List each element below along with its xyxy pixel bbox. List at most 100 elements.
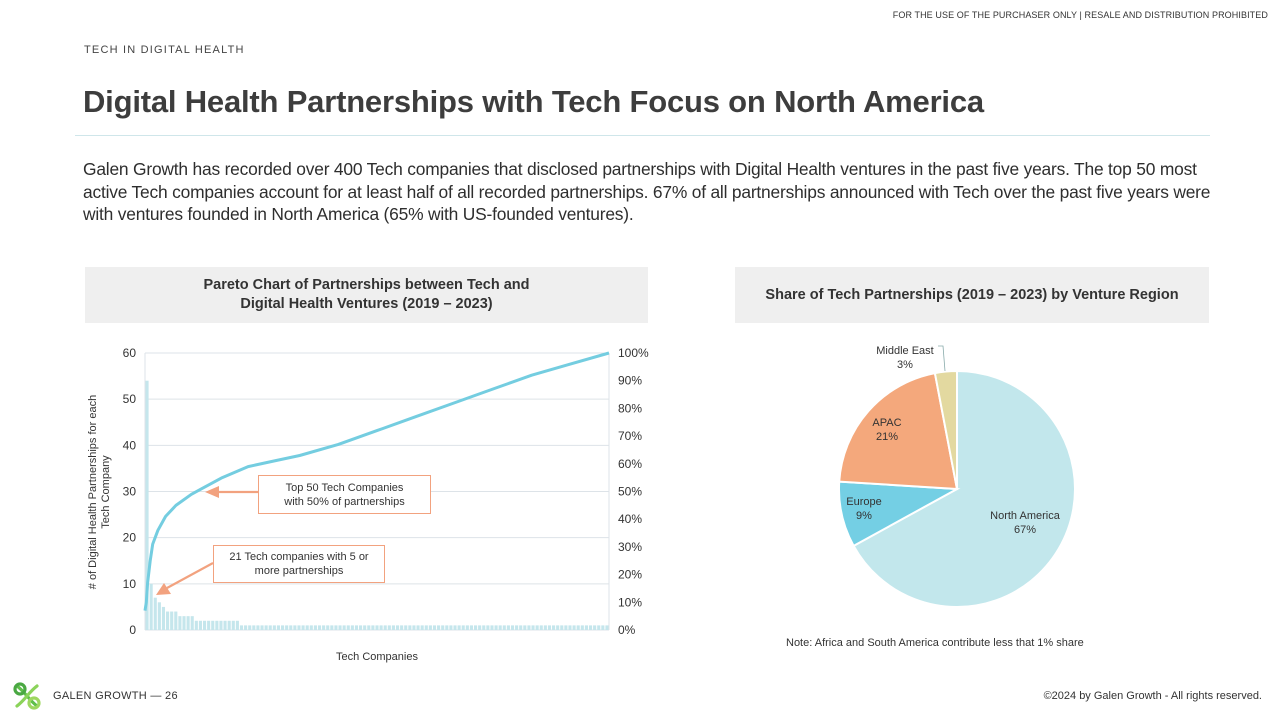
section-label: TECH IN DIGITAL HEALTH [84, 44, 245, 56]
pareto-bar [404, 625, 408, 630]
pareto-cumulative-line [143, 351, 610, 611]
pareto-bar [420, 625, 424, 630]
pareto-bar [527, 625, 531, 630]
pareto-bar [535, 625, 539, 630]
footer-copyright: ©2024 by Galen Growth - All rights reser… [1043, 690, 1262, 702]
pareto-bar [428, 625, 432, 630]
callout-21-companies: 21 Tech companies with 5 or more partner… [213, 545, 385, 583]
pareto-y-tick-label: 10 [123, 577, 137, 591]
pareto-bar [248, 625, 252, 630]
pareto-bar [478, 625, 482, 630]
pareto-chart-title: Pareto Chart of Partnerships between Tec… [85, 267, 648, 323]
pie-label-value: 21% [876, 431, 898, 443]
pareto-bar [326, 625, 330, 630]
pareto-bar [161, 606, 166, 630]
pareto-y2-tick-label: 60% [618, 457, 642, 471]
pareto-y-tick-label: 50 [123, 392, 137, 406]
pie-chart-title: Share of Tech Partnerships (2019 – 2023)… [735, 267, 1209, 323]
pareto-bar [490, 625, 494, 630]
pareto-bar [145, 380, 149, 630]
pareto-bar [268, 625, 272, 630]
pareto-title-line-1: Pareto Chart of Partnerships between Tec… [203, 277, 530, 293]
pareto-bar [510, 625, 515, 630]
pareto-bar [293, 625, 297, 630]
pareto-bar [469, 625, 473, 630]
galen-growth-logo-icon [13, 682, 41, 710]
title-divider [75, 135, 1210, 136]
pareto-bar [461, 625, 465, 630]
callout-top-arrow-head [205, 486, 219, 498]
pareto-bar [605, 625, 609, 630]
pareto-y2-tick-label: 10% [618, 595, 642, 609]
pareto-y2-tick-label: 40% [618, 512, 642, 526]
pie-leader-line [938, 345, 946, 372]
callout-top-line-1: Top 50 Tech Companies [285, 481, 404, 494]
callout-top-50: Top 50 Tech Companies with 50% of partne… [258, 475, 431, 514]
pareto-bar [531, 625, 535, 630]
pareto-bar [202, 620, 207, 630]
pareto-bar [281, 625, 285, 630]
pareto-bar [198, 620, 202, 630]
pareto-bar [289, 625, 293, 630]
callout-top-line-2: with 50% of partnerships [284, 495, 405, 508]
pareto-bar [313, 625, 317, 630]
pareto-bar [350, 625, 354, 630]
pareto-bar [506, 625, 510, 630]
pie-label-value: 9% [856, 510, 872, 522]
pareto-bar [486, 625, 490, 630]
pareto-bar [445, 625, 449, 630]
pie-label-name: Middle East [876, 345, 933, 357]
pareto-bar [408, 625, 412, 630]
pareto-bar [556, 625, 560, 630]
callout-bottom-arrow-head [156, 583, 171, 595]
pareto-bar [552, 625, 556, 630]
pareto-x-axis-label: Tech Companies [336, 651, 418, 663]
pie-slice-apac [838, 371, 959, 491]
pareto-bar [453, 625, 457, 630]
pareto-bar [432, 625, 437, 630]
pareto-bar [449, 625, 453, 630]
pareto-bar [194, 620, 198, 630]
pareto-bar [588, 625, 593, 630]
pareto-bar [465, 625, 469, 630]
pareto-bar [412, 625, 416, 630]
pie-slice-north-america [852, 369, 1076, 608]
pareto-bar [375, 625, 379, 630]
pie-slice-middle-east [933, 369, 958, 490]
pareto-bar [593, 625, 597, 630]
pareto-bar [182, 616, 186, 630]
usage-notice: FOR THE USE OF THE PURCHASER ONLY | RESA… [892, 10, 1268, 20]
pareto-bar [305, 625, 309, 630]
pareto-y2-tick-label: 70% [618, 429, 642, 443]
pareto-bar [301, 625, 305, 630]
pareto-bar [346, 625, 350, 630]
pareto-bar [482, 625, 486, 630]
pareto-bar [523, 625, 527, 630]
footer-brand: GALEN GROWTH — 26 [53, 690, 178, 702]
pareto-bar [239, 625, 244, 630]
pareto-bar [285, 625, 289, 630]
pareto-title-line-2: Digital Health Ventures (2019 – 2023) [240, 296, 493, 312]
pareto-bar [244, 625, 248, 630]
pareto-bar [457, 625, 461, 630]
pareto-y-tick-label: 40 [123, 438, 137, 452]
pareto-bar [367, 625, 371, 630]
pareto-bar [437, 625, 441, 630]
callout-bottom-line-1: 21 Tech companies with 5 or [229, 551, 369, 563]
pareto-bar [564, 625, 568, 630]
pareto-bar [379, 625, 383, 630]
callout-bottom-line-2: more partnerships [254, 565, 344, 577]
pareto-bar [231, 620, 235, 630]
pareto-bar [190, 616, 194, 630]
pareto-y2-tick-label: 90% [618, 374, 642, 388]
pareto-bar [424, 625, 428, 630]
pareto-bar [494, 625, 498, 630]
pareto-y-tick-label: 0 [129, 623, 136, 637]
callout-bottom-arrow-shaft [166, 562, 214, 589]
pareto-y2-tick-label: 20% [618, 568, 642, 582]
pareto-bar [153, 597, 157, 630]
pie-label-name: Europe [846, 496, 881, 508]
pareto-bar [334, 625, 338, 630]
pareto-bar [166, 611, 170, 630]
